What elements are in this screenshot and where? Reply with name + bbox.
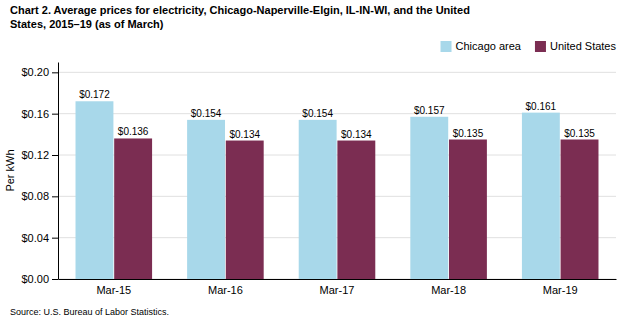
y-tick: $0.16 bbox=[21, 108, 58, 120]
x-tick: Mar-17 bbox=[320, 284, 355, 296]
x-tick: Mar-16 bbox=[208, 284, 243, 296]
legend: Chicago area United States bbox=[441, 40, 617, 52]
x-tick-label: Mar-19 bbox=[543, 284, 578, 296]
data-label: $0.135 bbox=[564, 128, 595, 139]
y-tick-label: $0.12 bbox=[21, 149, 49, 161]
y-tick-mark bbox=[52, 238, 58, 239]
bar bbox=[522, 113, 560, 279]
y-tick: $0.00 bbox=[21, 273, 58, 285]
bar bbox=[449, 140, 487, 280]
legend-label: United States bbox=[550, 40, 617, 52]
x-tick-label: Mar-18 bbox=[431, 284, 466, 296]
grid bbox=[58, 72, 616, 279]
x-tick: Mar-18 bbox=[431, 284, 466, 296]
y-tick-mark bbox=[52, 196, 58, 197]
y-tick-label: $0.00 bbox=[21, 273, 49, 285]
y-tick: $0.08 bbox=[21, 190, 58, 202]
bar bbox=[114, 138, 152, 279]
plot: $0.00$0.04$0.08$0.12$0.16$0.20Mar-15Mar-… bbox=[21, 63, 616, 297]
legend-label: Chicago area bbox=[456, 40, 522, 52]
legend-item: United States bbox=[535, 40, 617, 52]
y-tick: $0.12 bbox=[21, 149, 58, 161]
y-axis: $0.00 $0.04 $0.08 $0.12 $0.16 $0.20 bbox=[21, 63, 58, 286]
source: Source: U.S. Bureau of Labor Statistics. bbox=[10, 307, 169, 317]
x-tick-label: Mar-17 bbox=[320, 284, 355, 296]
bar bbox=[337, 141, 375, 279]
title-line: Chart 2. Average prices for electricity,… bbox=[10, 4, 470, 16]
title-line: States, 2015–19 (as of March) bbox=[10, 18, 164, 30]
y-tick: $0.20 bbox=[21, 66, 58, 78]
chart: Chart 2. Average prices for electricity,… bbox=[0, 0, 632, 319]
y-tick: $0.04 bbox=[21, 232, 58, 244]
data-label: $0.172 bbox=[79, 89, 110, 100]
data-labels: $0.172 $0.154 $0.154 $0.157 $0.161 $0.136 $0.1… bbox=[79, 89, 595, 139]
bar bbox=[187, 120, 225, 279]
x-tick: Mar-15 bbox=[96, 284, 131, 296]
y-tick-mark bbox=[52, 155, 58, 156]
data-label: $0.135 bbox=[453, 128, 484, 139]
y-tick-label: $0.08 bbox=[21, 190, 49, 202]
x-axis: Mar-15 Mar-16 Mar-17 Mar-18 Mar-19 bbox=[59, 280, 617, 297]
bar bbox=[561, 140, 599, 280]
data-label: $0.157 bbox=[414, 105, 445, 116]
y-tick-mark bbox=[52, 72, 58, 73]
data-label: $0.136 bbox=[118, 126, 149, 137]
data-label: $0.134 bbox=[229, 129, 260, 140]
x-axis-line bbox=[59, 279, 617, 280]
data-label: $0.154 bbox=[191, 108, 222, 119]
y-tick-mark bbox=[52, 279, 58, 280]
data-label: $0.134 bbox=[341, 129, 372, 140]
data-label: $0.161 bbox=[526, 101, 557, 112]
y-tick-mark bbox=[52, 114, 58, 115]
legend-swatch bbox=[535, 41, 546, 52]
bar bbox=[76, 101, 114, 279]
legend-item: Chicago area bbox=[441, 40, 522, 52]
y-tick-label: $0.16 bbox=[21, 108, 49, 120]
bar bbox=[226, 141, 264, 279]
title: Chart 2. Average prices for electricity,… bbox=[10, 4, 470, 30]
bar bbox=[410, 117, 448, 279]
y-axis-title: Per kWh bbox=[4, 149, 16, 191]
x-tick-label: Mar-15 bbox=[96, 284, 131, 296]
legend-swatch bbox=[441, 41, 452, 52]
y-tick-label: $0.20 bbox=[21, 66, 49, 78]
bars bbox=[76, 101, 599, 279]
x-tick-label: Mar-16 bbox=[208, 284, 243, 296]
y-axis-line bbox=[58, 63, 59, 280]
bar bbox=[299, 120, 337, 279]
grid-line bbox=[58, 72, 616, 73]
data-label: $0.154 bbox=[302, 108, 333, 119]
y-tick-label: $0.04 bbox=[21, 232, 49, 244]
x-tick: Mar-19 bbox=[543, 284, 578, 296]
